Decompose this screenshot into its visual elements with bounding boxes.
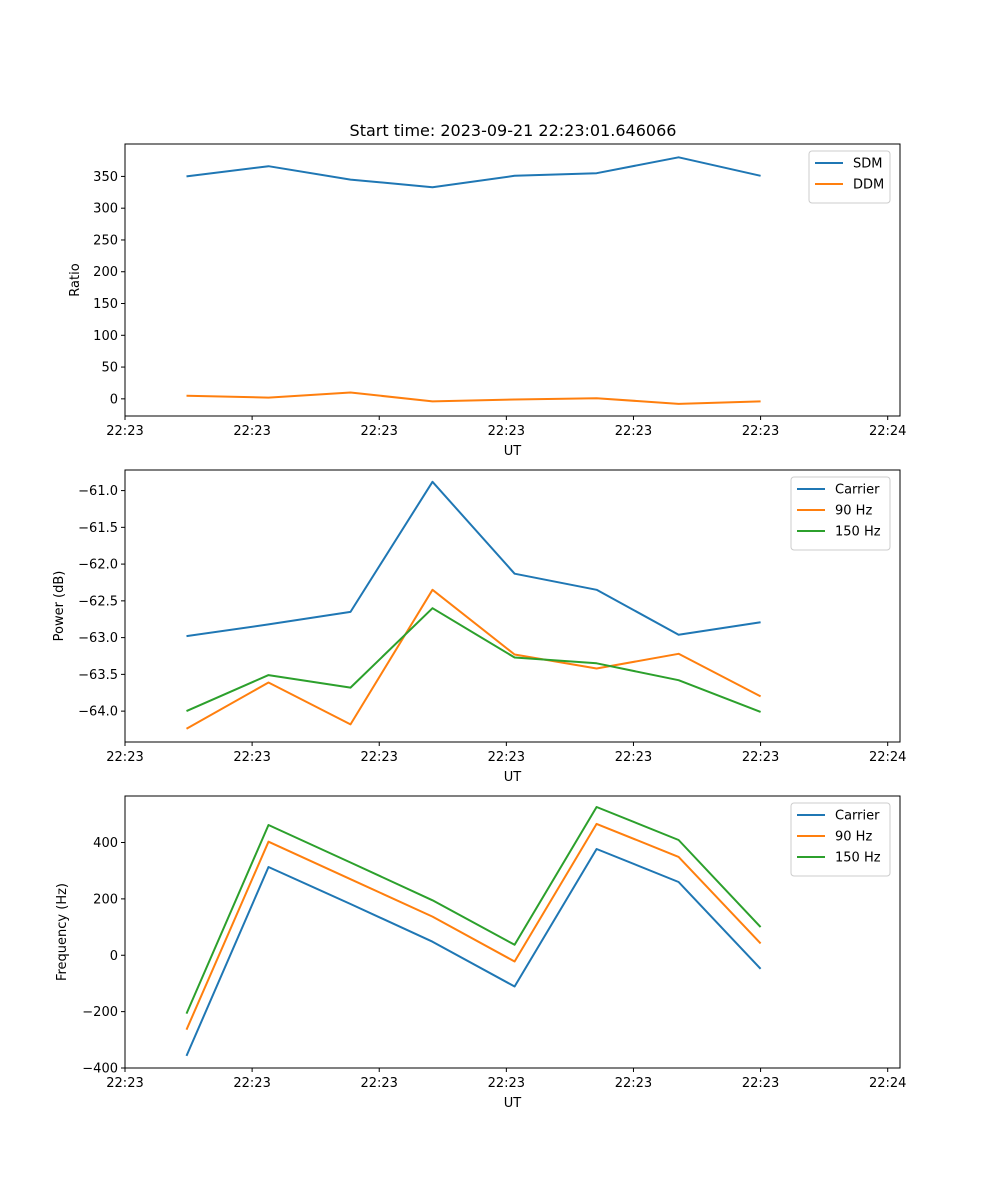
y-tick-label: −62.5: [78, 594, 118, 609]
y-tick-label: −200: [82, 1005, 118, 1020]
x-tick-label: 22:23: [615, 424, 652, 439]
x-tick-label: 22:23: [233, 750, 270, 765]
legend-label: SDM: [853, 157, 882, 172]
x-tick-label: 22:23: [615, 1076, 652, 1091]
x-tick-label: 22:23: [742, 424, 779, 439]
x-tick-label: 22:23: [233, 424, 270, 439]
y-axis-label: Power (dB): [52, 571, 67, 642]
chart-panel-2: 22:23 22:23 22:23 22:23 22:23 22:23 22:24 −64.0…: [52, 469, 906, 785]
legend: Carrier 90 Hz 150 Hz: [790, 476, 891, 551]
x-tick-label: 22:23: [488, 750, 525, 765]
x-tick-label: 22:23: [106, 424, 143, 439]
y-axis-label: Frequency (Hz): [55, 883, 70, 981]
y-tick-label: 0: [110, 392, 118, 407]
axes-frame: [124, 469, 901, 743]
series-line-90-hz: [185, 822, 762, 1031]
x-tick-label: 22:23: [360, 750, 397, 765]
series-line-ddm: [186, 391, 761, 405]
x-tick-label: 22:23: [742, 1076, 779, 1091]
x-tick-label: 22:23: [106, 750, 143, 765]
y-tick-label: −400: [82, 1062, 118, 1077]
y-tick-label: 150: [93, 297, 118, 312]
x-tick-label: 22:23: [742, 750, 779, 765]
series-line-carrier: [185, 848, 762, 1057]
x-tick-label: 22:24: [869, 750, 906, 765]
figure-title: Start time: 2023-09-21 22:23:01.646066: [350, 121, 677, 140]
y-tick-label: −61.0: [78, 484, 118, 499]
y-tick-label: 50: [101, 361, 118, 376]
axes-frame: [124, 795, 901, 1069]
x-tick-label: 22:23: [360, 424, 397, 439]
x-tick-label: 22:23: [488, 1076, 525, 1091]
chart-panel-3: 22:23 22:23 22:23 22:23 22:23 22:23 22:24 −400 −…: [55, 795, 906, 1111]
x-axis-label: UT: [504, 770, 522, 785]
y-tick-label: 400: [93, 836, 118, 851]
y-axis-label: Ratio: [68, 263, 83, 296]
y-tick-label: −63.0: [78, 631, 118, 646]
x-tick-label: 22:23: [615, 750, 652, 765]
y-tick-label: 200: [93, 265, 118, 280]
x-tick-label: 22:23: [106, 1076, 143, 1091]
y-tick-label: −63.5: [78, 668, 118, 683]
y-tick-label: 250: [93, 233, 118, 248]
x-axis-label: UT: [504, 1096, 522, 1111]
x-tick-label: 22:23: [360, 1076, 397, 1091]
series-line-150-hz: [185, 806, 762, 1014]
x-axis-label: UT: [504, 444, 522, 459]
series-line-90-hz: [186, 588, 762, 730]
legend-label: Carrier: [835, 809, 880, 824]
legend: SDM DDM: [808, 150, 891, 204]
series-line-carrier: [186, 480, 761, 638]
y-tick-label: −62.0: [78, 558, 118, 573]
x-tick-label: 22:23: [488, 424, 525, 439]
y-tick-label: 0: [110, 949, 118, 964]
x-tick-label: 22:24: [869, 1076, 906, 1091]
axes-frame: [124, 143, 901, 417]
y-tick-label: 300: [93, 202, 118, 217]
series-line-150-hz: [186, 607, 761, 713]
x-tick-label: 22:23: [233, 1076, 270, 1091]
y-tick-label: −64.0: [78, 705, 118, 720]
x-tick-label: 22:24: [869, 424, 906, 439]
y-tick-label: 100: [93, 329, 118, 344]
legend: Carrier 90 Hz 150 Hz: [790, 802, 891, 877]
legend-label: 90 Hz: [835, 504, 872, 519]
legend-label: Carrier: [835, 483, 880, 498]
y-tick-label: −61.5: [78, 521, 118, 536]
legend-label: 150 Hz: [835, 851, 881, 866]
y-tick-label: 200: [93, 892, 118, 907]
chart-panel-1: 22:23 22:23 22:23 22:23 22:23 22:23 22:24 0 50 10…: [68, 143, 906, 459]
chart-panels: 22:23 22:23 22:23 22:23 22:23 22:23 22:24 0 50 10…: [52, 143, 906, 1111]
series-line-sdm: [186, 156, 761, 189]
legend-label: 90 Hz: [835, 830, 872, 845]
legend-label: 150 Hz: [835, 525, 881, 540]
y-tick-label: 350: [93, 170, 118, 185]
legend-label: DDM: [853, 178, 884, 193]
